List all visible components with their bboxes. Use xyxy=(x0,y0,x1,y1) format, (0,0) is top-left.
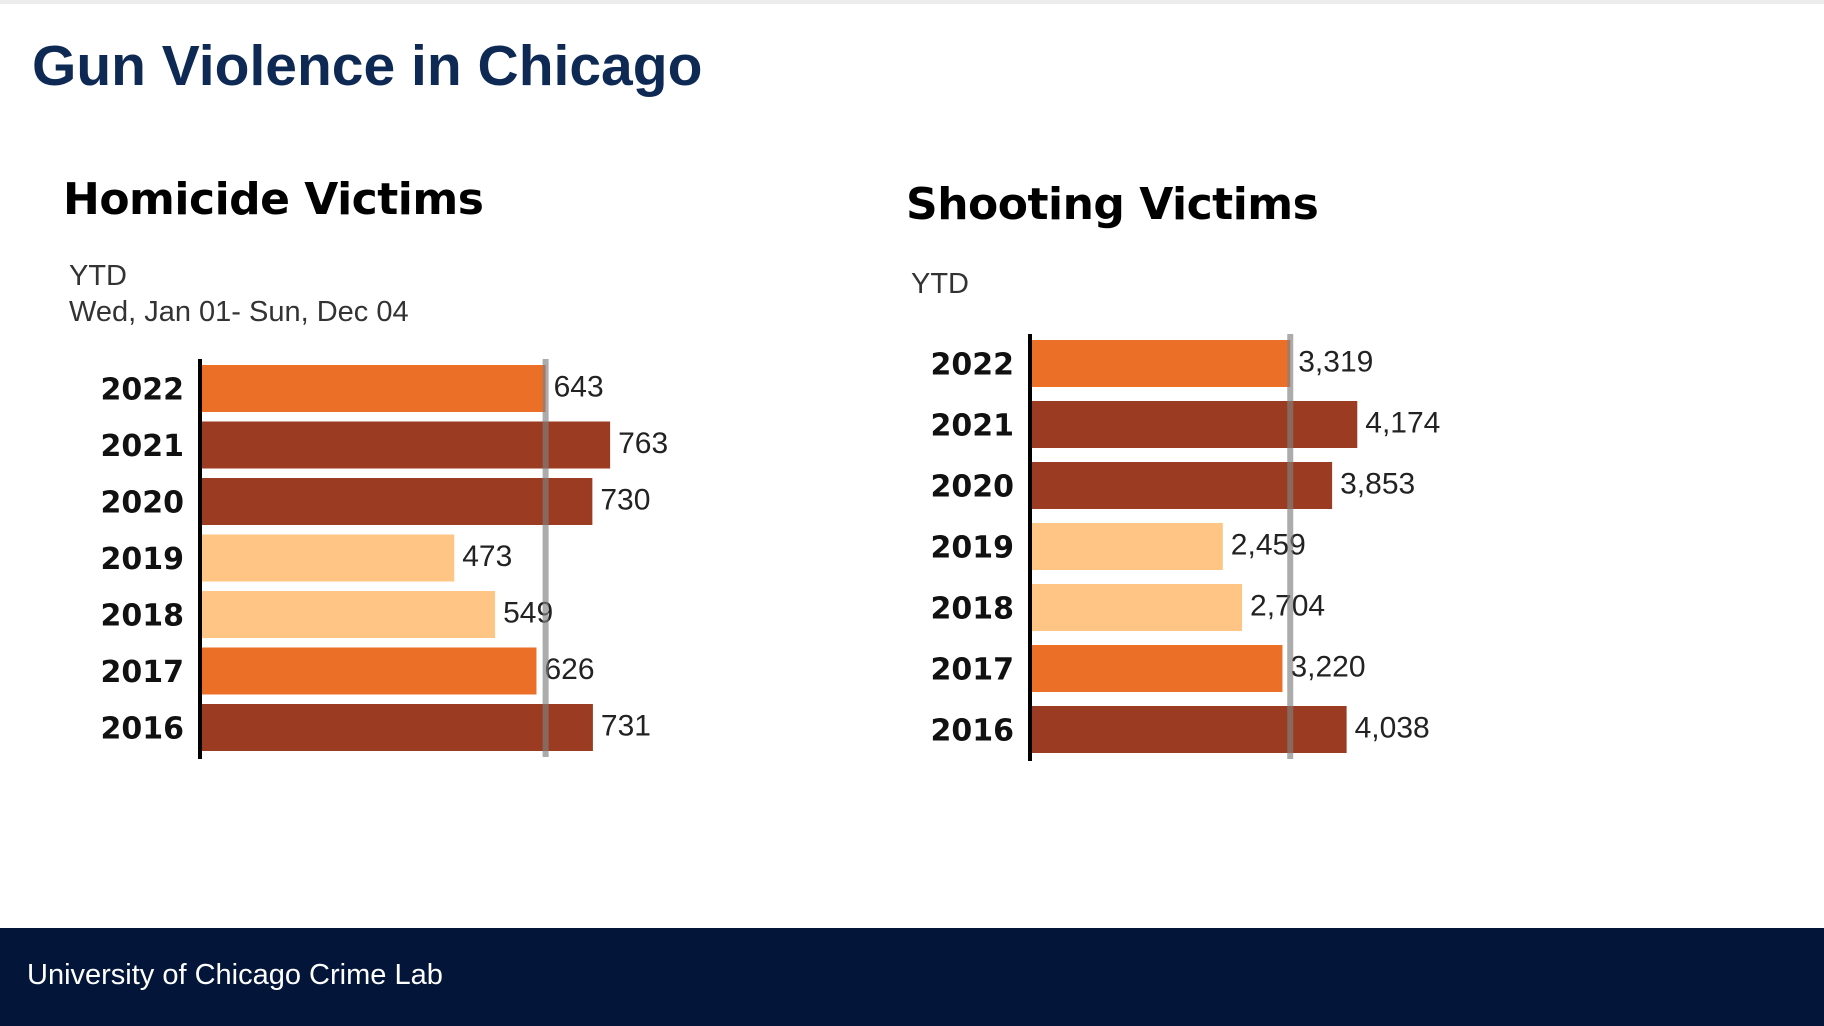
homicide-year-label-2018: 2018 xyxy=(101,599,185,634)
footer-credit: University of Chicago Crime Lab xyxy=(27,959,443,991)
shooting-value-label-2021: 4,174 xyxy=(1365,407,1440,440)
homicide-bar-2022 xyxy=(200,365,546,412)
homicide-year-label-2021: 2021 xyxy=(101,429,185,464)
shooting-value-label-2022: 3,319 xyxy=(1298,346,1373,379)
shooting-year-label-2020: 2020 xyxy=(931,470,1015,505)
homicide-bar-2019 xyxy=(200,534,455,582)
shooting-year-label-2019: 2019 xyxy=(931,531,1015,566)
shooting-year-label-2022: 2022 xyxy=(931,348,1015,383)
homicide-year-label-2020: 2020 xyxy=(101,486,185,521)
shooting-bar-2019 xyxy=(1030,523,1223,570)
homicide-bar-2017 xyxy=(200,647,537,695)
homicide-subtitle-ytd: YTD xyxy=(69,260,127,292)
homicide-year-label-2022: 2022 xyxy=(101,373,185,408)
page-title: Gun Violence in Chicago xyxy=(32,34,703,98)
homicide-value-label-2019: 473 xyxy=(462,540,512,573)
homicide-value-label-2020: 730 xyxy=(600,484,650,517)
top-rule xyxy=(0,0,1824,4)
shooting-bar-2017 xyxy=(1030,645,1283,692)
shooting-bar-chart: 2022 3,319 2021 4,174 2020 3,853 2019 2,459 2018… xyxy=(931,334,1440,761)
shooting-bar-2020 xyxy=(1030,462,1333,509)
homicide-value-label-2022: 643 xyxy=(554,371,604,404)
homicide-value-label-2016: 731 xyxy=(601,710,651,743)
shooting-bar-2018 xyxy=(1030,584,1243,631)
shooting-chart-title: Shooting Victims xyxy=(906,179,1319,230)
homicide-year-label-2016: 2016 xyxy=(101,712,185,747)
shooting-bar-2016 xyxy=(1030,706,1347,753)
shooting-value-label-2019: 2,459 xyxy=(1231,529,1306,562)
homicide-chart-title: Homicide Victims xyxy=(63,174,484,225)
homicide-year-label-2019: 2019 xyxy=(101,542,185,577)
homicide-bar-2021 xyxy=(200,421,611,469)
homicide-subtitle-dates: Wed, Jan 01- Sun, Dec 04 xyxy=(69,296,409,328)
shooting-bar-2021 xyxy=(1030,401,1358,448)
shooting-subtitle-ytd: YTD xyxy=(911,268,969,300)
homicide-bar-2018 xyxy=(200,591,496,638)
shooting-year-label-2017: 2017 xyxy=(931,653,1015,688)
shooting-value-label-2016: 4,038 xyxy=(1355,712,1430,745)
homicide-year-label-2017: 2017 xyxy=(101,655,185,690)
homicide-bar-2020 xyxy=(200,478,593,525)
footer-bar: University of Chicago Crime Lab xyxy=(0,928,1824,1026)
homicide-value-label-2017: 626 xyxy=(544,653,594,686)
homicide-bar-2016 xyxy=(200,704,593,751)
homicide-value-label-2021: 763 xyxy=(618,427,668,460)
shooting-year-label-2021: 2021 xyxy=(931,409,1015,444)
shooting-year-label-2018: 2018 xyxy=(931,592,1015,627)
shooting-bar-2022 xyxy=(1030,340,1291,387)
shooting-year-label-2016: 2016 xyxy=(931,714,1015,749)
shooting-value-label-2017: 3,220 xyxy=(1290,651,1365,684)
shooting-value-label-2020: 3,853 xyxy=(1340,468,1415,501)
